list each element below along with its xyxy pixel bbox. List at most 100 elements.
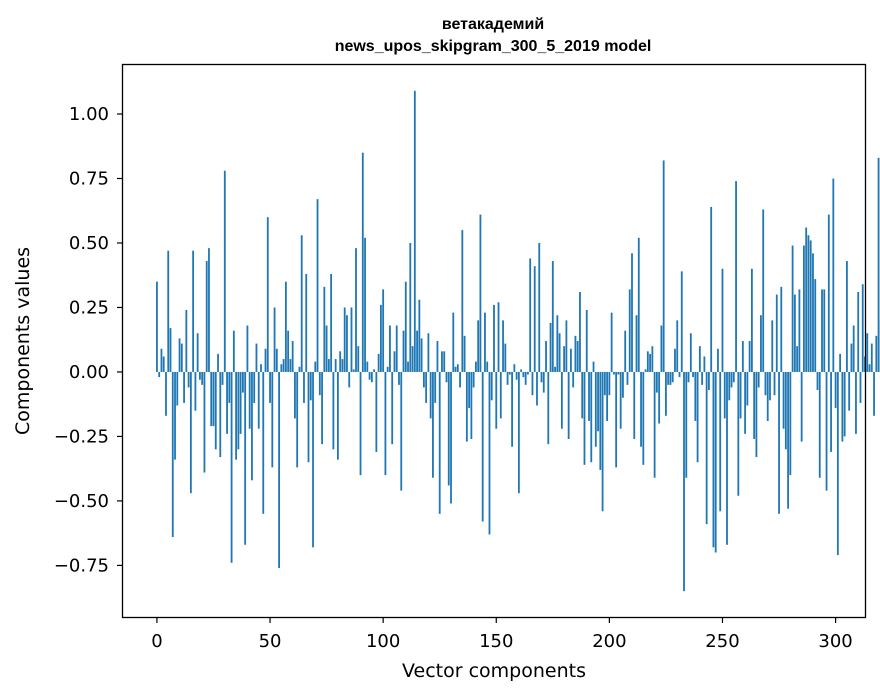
bar [407,361,409,372]
bar [402,330,405,372]
bar [226,371,228,434]
bar [384,371,387,476]
bar [196,333,199,372]
bar [214,371,217,450]
bar [551,261,554,372]
bar [298,366,301,372]
bar [624,330,627,372]
bar [201,371,204,385]
bar [511,371,513,447]
bar [633,371,636,440]
bar [583,371,586,465]
bar [859,371,862,403]
bar [549,322,552,372]
bar [300,235,303,372]
bar [730,371,733,388]
bar [800,371,803,442]
bar [189,371,192,494]
bar [447,371,450,486]
bar [846,261,848,372]
bar [732,371,735,383]
bar [680,271,683,372]
bar [533,266,536,372]
bar [877,157,880,372]
bar [253,371,256,403]
bar [655,371,658,393]
bar [334,359,337,372]
bar [450,371,452,504]
bar [409,242,412,372]
x-tick-label: 300 [818,631,852,652]
bar [488,371,491,535]
bar [445,371,448,383]
bar [438,371,441,514]
bar [470,371,473,440]
bar [581,371,584,419]
bar [832,178,835,372]
bar [221,371,224,385]
bar [212,371,215,427]
bar [477,320,480,372]
y-tick-label: −0.75 [54,555,109,576]
bar [676,320,679,372]
bar [662,160,665,372]
bar [789,371,792,476]
bar [314,361,317,372]
bar [273,307,276,372]
bar [513,364,516,372]
bar [771,320,774,372]
bar [420,338,423,372]
bar [174,371,176,460]
bar [493,304,495,372]
bar [809,240,812,372]
bar [558,333,561,372]
bar [658,371,661,424]
bar [841,371,844,442]
bar [773,371,776,396]
y-tick-label: 0.00 [69,362,109,383]
bar [599,371,602,470]
bar [280,364,283,372]
bar [327,359,330,372]
bar [601,371,604,512]
bar [167,250,170,372]
bar [631,253,633,372]
bar [821,289,823,372]
bar [588,371,590,421]
bar [524,371,527,385]
bar [411,346,414,372]
bar [418,299,421,372]
bar [235,371,238,460]
bar [490,371,493,401]
bar [665,371,667,416]
bar [185,310,188,372]
x-tick-label: 50 [259,631,282,652]
bar [855,371,857,434]
bar [823,289,826,372]
bar [257,371,260,429]
bar [504,343,507,372]
bar [400,371,403,491]
bar [692,371,694,378]
bar [246,325,249,372]
bar [294,371,296,419]
bar [287,330,290,372]
bar [818,371,821,478]
bar [321,371,323,445]
bar [332,371,335,450]
bar [269,371,271,403]
bar [169,328,172,372]
bar [778,371,780,514]
bar [554,366,556,372]
bar [223,170,226,372]
bar [640,371,642,447]
bar [481,371,484,522]
chart-subtitle: news_upos_skipgram_300_5_2019 model [335,38,652,55]
bar [651,346,654,372]
bar [255,343,258,372]
bar [769,371,771,401]
bar [830,371,832,452]
bar [339,351,342,372]
bar [671,371,674,383]
bar [674,348,676,372]
